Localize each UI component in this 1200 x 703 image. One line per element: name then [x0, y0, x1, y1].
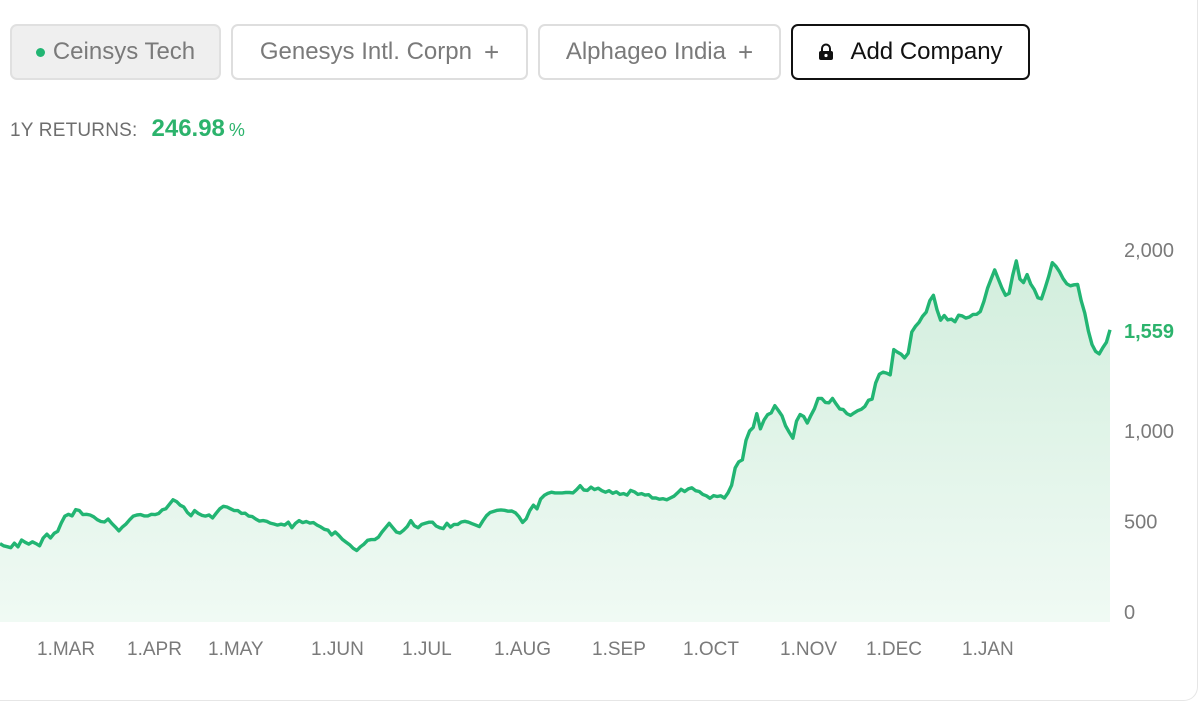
x-tick-label: 1.AUG: [494, 639, 551, 660]
returns-value: 246.98: [151, 115, 225, 142]
returns-label: 1Y RETURNS:: [10, 120, 138, 141]
company-chip-ceinsys[interactable]: Ceinsys Tech: [10, 24, 221, 80]
price-area-fill: [0, 260, 1110, 622]
company-chip-label: Alphageo India: [565, 38, 726, 65]
current-value-label: 1,559: [1124, 321, 1174, 343]
plus-icon: +: [737, 36, 754, 67]
x-tick-label: 1.MAY: [208, 639, 264, 660]
y-tick-label: 500: [1124, 512, 1157, 534]
y-tick-label: 1,000: [1124, 421, 1174, 443]
lock-icon: [818, 43, 834, 61]
x-tick-label: 1.OCT: [683, 639, 739, 660]
company-chip-label: Ceinsys Tech: [52, 38, 196, 65]
y-tick-label: 2,000: [1124, 240, 1174, 262]
returns-unit: %: [228, 120, 245, 140]
company-chip-alphageo[interactable]: Alphageo India +: [538, 24, 781, 80]
company-chip-label: Genesys Intl. Corpn: [259, 38, 472, 65]
x-tick-label: 1.MAR: [37, 639, 95, 660]
price-line: [0, 259, 1112, 553]
add-company-button[interactable]: Add Company: [791, 24, 1030, 80]
y-tick-label: 0: [1124, 602, 1135, 624]
plus-icon: +: [483, 36, 500, 67]
x-tick-label: 1.APR: [127, 639, 182, 660]
x-tick-label: 1.NOV: [780, 639, 837, 660]
returns-summary: 1Y RETURNS: 246.98 %: [10, 115, 245, 143]
company-chip-genesys[interactable]: Genesys Intl. Corpn +: [231, 24, 528, 80]
x-tick-label: 1.DEC: [866, 639, 922, 660]
x-tick-label: 1.SEP: [592, 639, 646, 660]
active-dot-icon: [35, 47, 45, 57]
x-tick-label: 1.JAN: [962, 639, 1014, 660]
x-tick-label: 1.JUN: [311, 639, 364, 660]
add-company-label: Add Company: [850, 38, 1003, 65]
x-tick-label: 1.JUL: [402, 639, 452, 660]
